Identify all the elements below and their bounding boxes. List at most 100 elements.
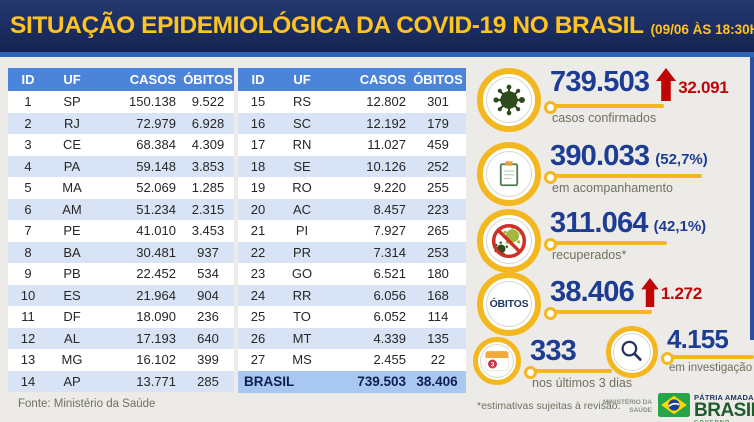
- underline: [544, 307, 652, 320]
- cell-obitos: 640: [197, 330, 219, 346]
- table-row: 10 ES 21.964 904: [8, 284, 234, 306]
- cell-uf: SP: [63, 94, 81, 110]
- cell-casos: 12.802: [366, 94, 406, 110]
- cell-obitos: 285: [197, 373, 219, 389]
- cell-uf: AP: [63, 373, 81, 389]
- cell-uf: MT: [292, 330, 312, 346]
- cell-uf: RO: [292, 180, 312, 196]
- cell-id: 16: [250, 115, 266, 131]
- cell-id: 20: [250, 201, 266, 217]
- brand-top-text: PÁTRIA AMADA: [694, 393, 754, 402]
- cell-obitos: 399: [197, 352, 219, 368]
- cell-uf: MG: [61, 352, 83, 368]
- cell-id: 10: [20, 287, 36, 303]
- table-row: 9 PB 22.452 534: [8, 263, 234, 285]
- cell-casos: 22.452: [136, 266, 176, 282]
- cell-id: 6: [24, 201, 32, 217]
- table-row: 16 SC 12.192 179: [238, 112, 466, 134]
- cell-casos: 10.126: [366, 158, 406, 174]
- investigation-label: em investigação: [669, 362, 753, 374]
- calendar-icon: 3: [473, 337, 521, 385]
- col-uf: UF: [293, 72, 311, 87]
- cell-obitos: 180: [427, 266, 449, 282]
- cell-id: 14: [20, 373, 36, 389]
- recent-deaths-label: nos últimos 3 dias: [532, 376, 633, 390]
- cell-id: 3: [24, 137, 32, 153]
- monitoring-label: em acompanhamento: [552, 181, 673, 195]
- stat-investigation: 4.155 em investigação: [606, 326, 754, 378]
- cell-casos: 21.964: [136, 287, 176, 303]
- government-brand: PÁTRIA AMADA BRASIL GOVERNO FEDERAL: [694, 394, 754, 422]
- table-row: 17 RN 11.027 459: [238, 134, 466, 156]
- total-label: BRASIL: [244, 374, 295, 389]
- table-row: 20 AC 8.457 223: [238, 198, 466, 220]
- recovered-label: recuperados*: [552, 248, 627, 262]
- source-note: Fonte: Ministério da Saúde: [18, 398, 156, 410]
- cell-uf: ES: [63, 287, 81, 303]
- header-bar: SITUAÇÃO EPIDEMIOLÓGICA DA COVID-19 NO B…: [0, 0, 754, 52]
- cell-obitos: 4.309: [191, 137, 225, 153]
- table-row: 24 RR 6.056 168: [238, 284, 466, 306]
- table-row: 27 MS 2.455 22: [238, 349, 466, 371]
- recovered-pct: (42,1%): [653, 218, 707, 235]
- cell-id: 5: [24, 180, 32, 196]
- table-row: 18 SE 10.126 252: [238, 155, 466, 177]
- table-row: 7 PE 41.010 3.453: [8, 220, 234, 242]
- cell-casos: 9.220: [373, 180, 406, 196]
- cell-uf: AM: [62, 201, 82, 217]
- cell-casos: 12.192: [366, 115, 406, 131]
- table-row: 14 AP 13.771 285: [8, 370, 234, 392]
- underline: [661, 352, 754, 365]
- underline: [544, 171, 702, 184]
- cell-obitos: 2.315: [191, 201, 225, 217]
- recovered-value: 311.064: [550, 207, 648, 239]
- table-row: 1 SP 150.138 9.522: [8, 91, 234, 113]
- table-row: 6 AM 51.234 2.315: [8, 198, 234, 220]
- confirmed-value: 739.503: [550, 66, 650, 98]
- cell-casos: 150.138: [129, 94, 176, 110]
- cell-id: 17: [250, 137, 266, 153]
- cell-casos: 17.193: [136, 330, 176, 346]
- deaths-delta-value: 1.272: [660, 284, 702, 303]
- ministry-logo-text: MINISTÉRIO DA SAÚDE: [596, 399, 652, 415]
- cell-uf: RN: [292, 137, 312, 153]
- obitos-badge: ÓBITOS: [477, 272, 541, 336]
- cell-uf: PE: [63, 223, 81, 239]
- cell-uf: PR: [292, 244, 312, 260]
- cell-id: 13: [20, 352, 36, 368]
- table-header: ID UF CASOS ÓBITOS: [8, 68, 234, 91]
- cell-id: 1: [24, 94, 32, 110]
- cell-id: 24: [250, 287, 266, 303]
- table-row: 2 RJ 72.979 6.928: [8, 112, 234, 134]
- cell-uf: TO: [293, 309, 311, 325]
- cell-uf: SC: [292, 115, 312, 131]
- total-obitos: 38.406: [416, 374, 458, 389]
- virus-icon: [477, 68, 541, 132]
- table-row: 15 RS 12.802 301: [238, 91, 466, 113]
- cell-id: 25: [250, 309, 266, 325]
- cell-uf: PA: [63, 158, 81, 174]
- cell-casos: 6.521: [373, 266, 406, 282]
- table-row: 26 MT 4.339 135: [238, 327, 466, 349]
- cell-obitos: 168: [427, 287, 449, 303]
- stat-deaths: ÓBITOS 38.406 1.272: [477, 272, 702, 336]
- right-edge-stripe: [750, 57, 754, 340]
- cell-casos: 72.979: [136, 115, 176, 131]
- cell-obitos: 236: [197, 309, 219, 325]
- confirmed-delta-value: 32.091: [678, 78, 729, 97]
- table-row: 21 PI 7.927 265: [238, 220, 466, 242]
- cell-casos: 2.455: [373, 352, 406, 368]
- stat-confirmed: 739.503 32.091 casos confirmados: [477, 66, 729, 132]
- cell-obitos: 114: [427, 309, 449, 325]
- up-arrow-icon: [641, 278, 659, 307]
- cell-id: 2: [24, 115, 32, 131]
- calendar-day-number: 3: [491, 361, 495, 368]
- cell-obitos: 255: [427, 180, 449, 196]
- cell-id: 23: [250, 266, 266, 282]
- brand-sub-text: GOVERNO FEDERAL: [694, 420, 754, 422]
- cell-casos: 7.314: [373, 244, 406, 260]
- table-row: 12 AL 17.193 640: [8, 327, 234, 349]
- cell-id: 27: [250, 352, 266, 368]
- stat-monitoring: 390.033 (52,7%) em acompanhamento: [477, 142, 708, 206]
- cell-casos: 18.090: [136, 309, 176, 325]
